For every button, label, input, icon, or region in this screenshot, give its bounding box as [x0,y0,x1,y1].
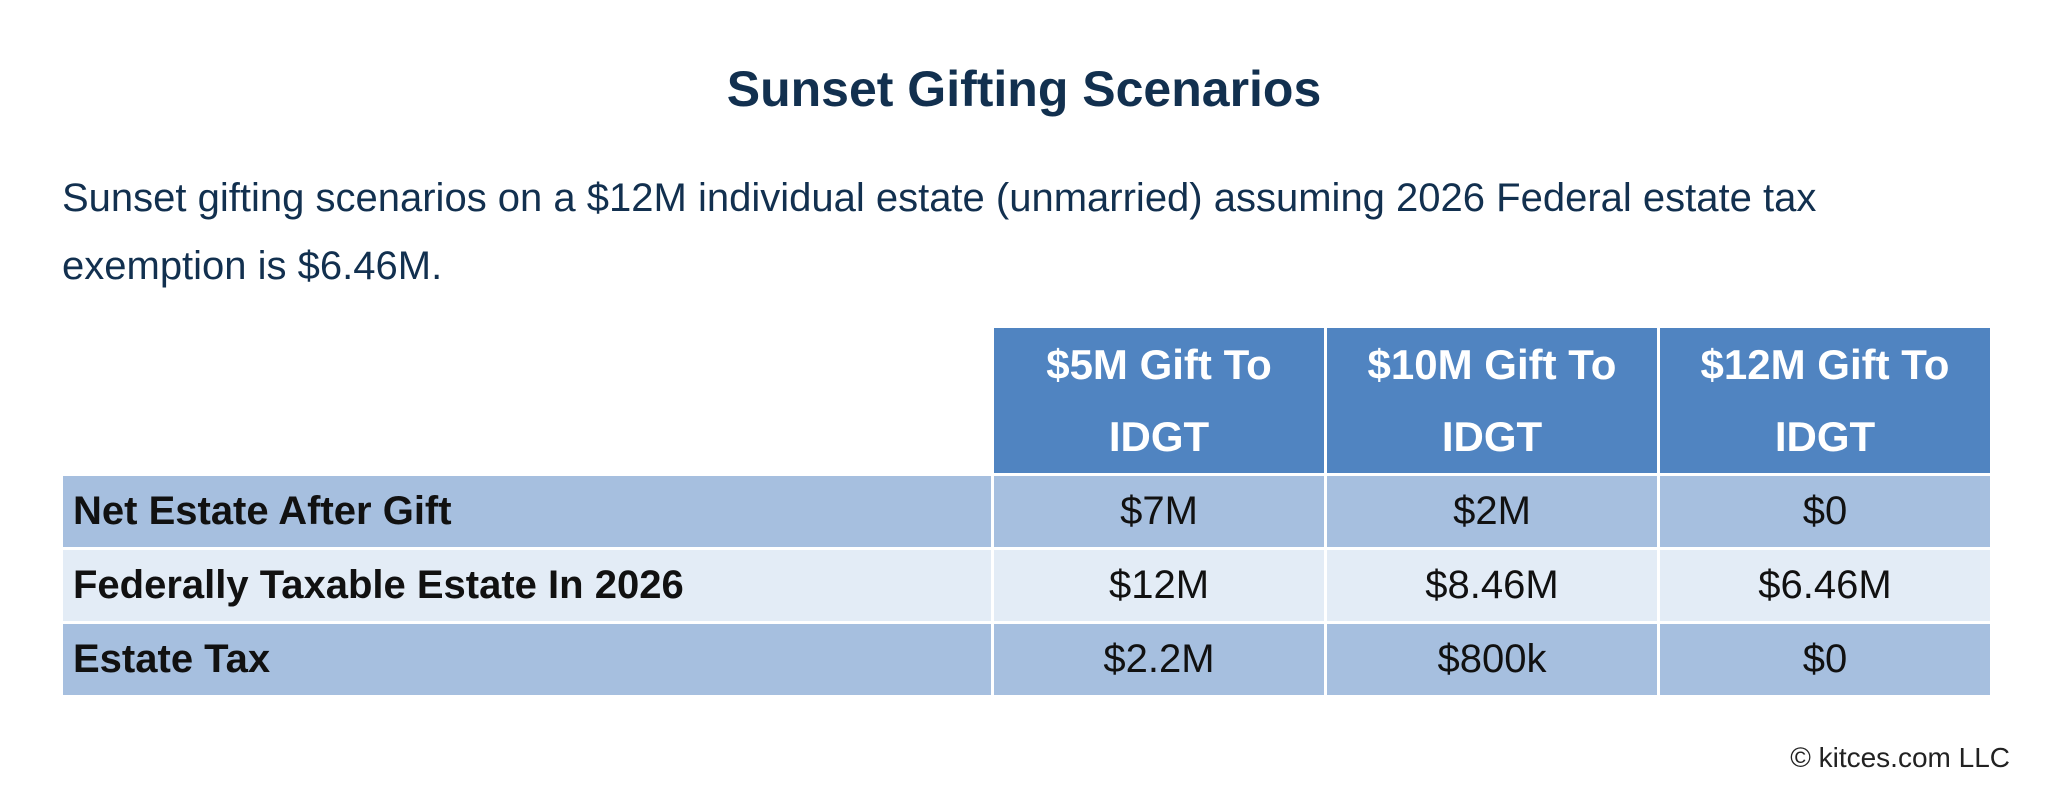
table-cell: $2M [1324,473,1660,550]
table-row: Federally Taxable Estate In 2026 $12M $8… [60,547,1993,624]
table-cell: $0 [1657,473,1993,550]
header-row: $5M Gift To IDGT $10M Gift To IDGT $12M … [60,325,1993,476]
scenarios-table: $5M Gift To IDGT $10M Gift To IDGT $12M … [60,325,1993,698]
row-label: Federally Taxable Estate In 2026 [60,547,994,624]
header-cell: $12M Gift To IDGT [1657,325,1993,476]
table-cell: $7M [991,473,1327,550]
table-cell: $0 [1657,621,1993,698]
table-row: Estate Tax $2.2M $800k $0 [60,621,1993,698]
page-title: Sunset Gifting Scenarios [726,61,1322,117]
header-blank-cell [60,325,994,476]
row-label: Net Estate After Gift [60,473,994,550]
subtitle: Sunset gifting scenarios on a $12M indiv… [62,176,1817,288]
table-cell: $800k [1324,621,1660,698]
table-cell: $12M [991,547,1327,624]
table-cell: $8.46M [1324,547,1660,624]
table-row: Net Estate After Gift $7M $2M $0 [60,473,1993,550]
table-cell: $2.2M [991,621,1327,698]
header-cell: $10M Gift To IDGT [1324,325,1660,476]
row-label: Estate Tax [60,621,994,698]
header-cell: $5M Gift To IDGT [991,325,1327,476]
table-cell: $6.46M [1657,547,1993,624]
copyright: © kitces.com LLC [1790,742,2010,773]
